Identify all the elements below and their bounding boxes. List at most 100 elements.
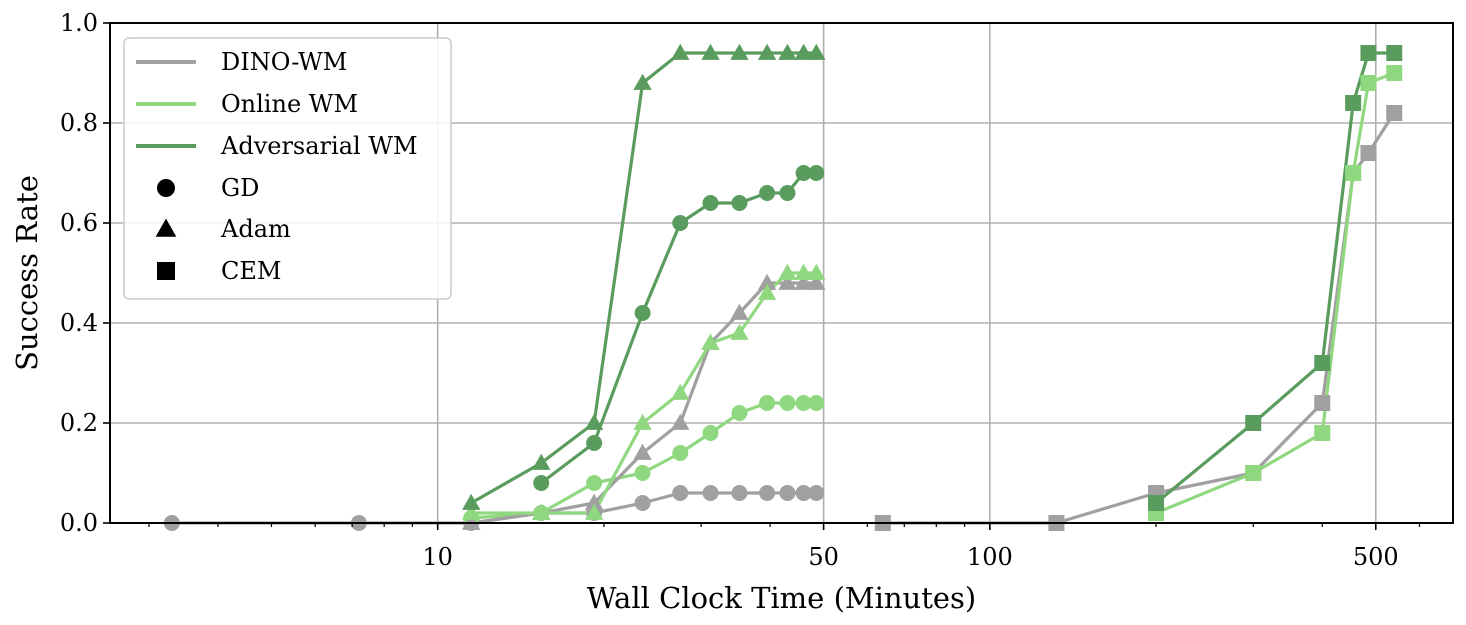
data-point-dino-wm-gd [779,485,796,501]
data-point-online-wm-adam [671,383,690,400]
data-point-adversarial-wm-gd [672,215,689,231]
legend-label: CEM [221,257,281,285]
data-point-adversarial-wm-gd [586,435,603,451]
data-point-online-wm-cem [1345,165,1362,181]
data-point-dino-wm-adam [633,443,652,460]
data-point-online-wm-cem [1360,75,1377,91]
data-point-adversarial-wm-adam [778,43,797,60]
data-point-dino-wm-adam [461,513,481,530]
data-point-adversarial-wm-adam [671,43,690,60]
series-line-dino-wm-cem [881,111,1396,525]
data-point-online-wm-adam [794,263,813,280]
data-point-dino-wm-adam [584,493,604,510]
data-point-adversarial-wm-gd [808,165,825,181]
data-point-online-wm-adam [757,283,777,300]
data-point-adversarial-wm-adam [532,453,551,470]
data-point-online-wm-adam [633,413,652,430]
data-point-dino-wm-gd [672,485,689,501]
y-tick-label: 0.2 [60,409,98,437]
data-point-online-wm-adam [778,263,797,280]
data-point-dino-wm-gd [702,485,719,501]
data-point-dino-wm-adam [778,273,797,290]
data-point-adversarial-wm-gd [759,185,776,201]
data-point-online-wm-cem [1314,425,1331,441]
data-point-online-wm-adam [532,503,551,520]
data-point-online-wm-cem [1386,65,1403,81]
series-markers [163,43,1403,531]
data-point-adversarial-wm-adam [584,413,604,430]
data-point-adversarial-wm-adam [794,43,813,60]
data-point-dino-wm-gd [759,485,776,501]
data-point-adversarial-wm-cem [1386,45,1403,61]
data-point-dino-wm-adam [757,273,777,290]
legend-marker-triangle-icon [155,218,177,237]
y-tick-label: 0.4 [60,309,98,337]
data-point-dino-wm-cem [1386,105,1403,121]
data-point-adversarial-wm-gd [779,185,796,201]
series-line-adversarial-wm-adam [469,51,818,505]
plot-frame [109,22,1454,524]
data-point-online-wm-adam [807,263,826,280]
data-point-dino-wm-adam [671,413,690,430]
data-point-dino-wm-adam [794,273,813,290]
series-line-online-wm-cem [1154,71,1396,515]
data-point-adversarial-wm-gd [731,195,748,211]
data-point-online-wm-cem [1245,465,1262,481]
legend-label: Online WM [221,90,358,118]
data-point-online-wm-adam [584,503,604,520]
data-point-online-wm-gd [634,465,651,481]
y-tick-label: 0.6 [60,209,98,237]
data-point-online-wm-gd [731,405,748,421]
legend-marker-circle-icon [157,179,175,197]
data-point-adversarial-wm-gd [533,475,550,491]
data-point-dino-wm-cem [1360,145,1377,161]
data-point-adversarial-wm-cem [1314,355,1331,371]
legend-marker-square-icon [157,262,175,280]
legend-label: Adversarial WM [220,132,418,160]
data-point-adversarial-wm-adam [730,43,749,60]
series-line-adversarial-wm-gd [539,171,818,485]
data-point-online-wm-gd [672,445,689,461]
data-point-online-wm-gd [702,425,719,441]
legend-label: DINO-WM [221,48,347,76]
x-tick-label: 50 [808,543,839,571]
x-axis-label: Wall Clock Time (Minutes) [587,581,976,615]
data-point-adversarial-wm-cem [1360,45,1377,61]
legend-label: Adam [220,215,291,243]
y-tick-label: 1.0 [60,9,98,37]
data-point-adversarial-wm-cem [1245,415,1262,431]
data-point-adversarial-wm-cem [1345,95,1362,111]
data-point-online-wm-gd [808,395,825,411]
series-line-adversarial-wm-cem [1154,51,1396,505]
y-tick-label: 0.8 [60,109,98,137]
legend-box [123,37,452,300]
legend-label: GD [221,174,259,202]
data-point-online-wm-gd [759,395,776,411]
data-point-dino-wm-gd [731,485,748,501]
x-tick-label: 10 [422,543,453,571]
data-point-online-wm-adam [701,333,720,350]
data-point-adversarial-wm-adam [807,43,826,60]
data-point-dino-wm-gd [795,485,812,501]
data-point-dino-wm-adam [730,303,749,320]
data-point-online-wm-gd [795,395,812,411]
data-point-dino-wm-gd [634,495,651,511]
data-point-dino-wm-cem [1314,395,1331,411]
data-point-adversarial-wm-adam [461,493,481,510]
data-point-adversarial-wm-gd [702,195,719,211]
data-point-adversarial-wm-cem [1148,495,1165,511]
data-point-online-wm-gd [779,395,796,411]
data-point-adversarial-wm-adam [757,43,777,60]
data-point-online-wm-adam [730,323,749,340]
data-point-online-wm-gd [586,475,603,491]
axis-ticks: 0.0 0.2 0.4 0.6 0.8 1.0 10 50 100 500 [60,9,1421,571]
data-point-dino-wm-adam [807,273,826,290]
data-point-adversarial-wm-adam [633,73,652,90]
x-tick-label: 500 [1353,543,1399,571]
data-point-adversarial-wm-adam [701,43,720,60]
data-point-adversarial-wm-gd [634,305,651,321]
x-tick-label: 100 [967,543,1013,571]
data-point-adversarial-wm-gd [795,165,812,181]
